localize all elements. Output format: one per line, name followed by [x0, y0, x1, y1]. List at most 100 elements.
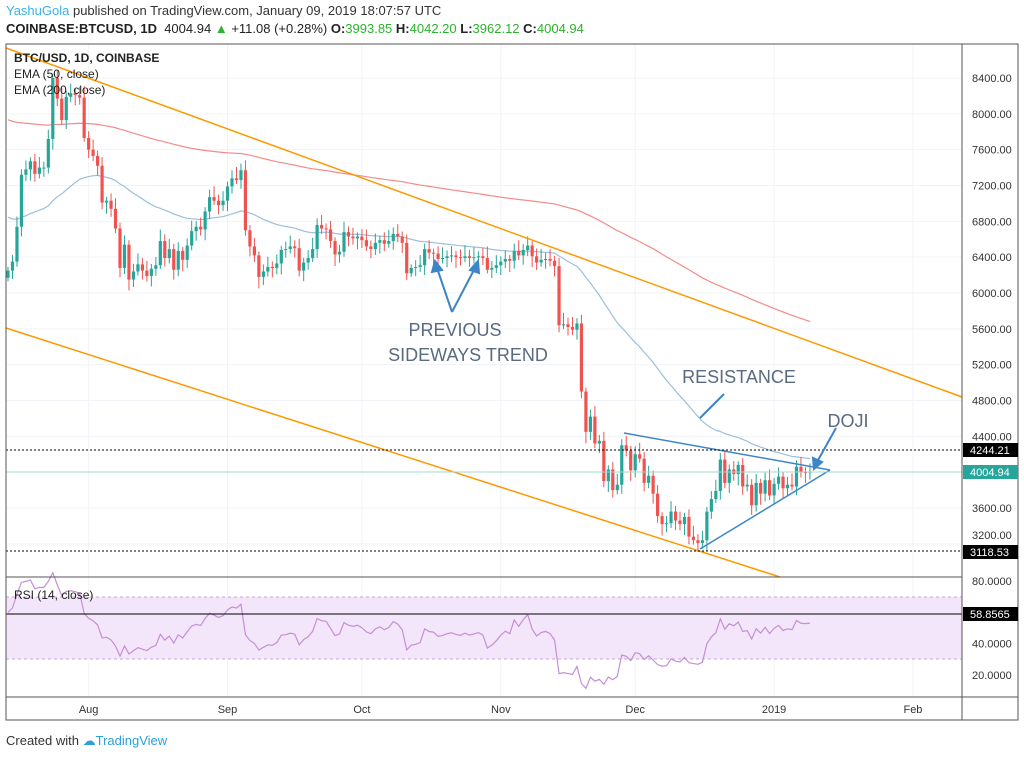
- candle[interactable]: [284, 241, 288, 258]
- candle[interactable]: [606, 465, 610, 493]
- candle[interactable]: [526, 236, 530, 257]
- candle[interactable]: [387, 229, 391, 248]
- candle[interactable]: [288, 235, 292, 254]
- candle[interactable]: [508, 255, 512, 273]
- ema50-line[interactable]: [7, 174, 810, 460]
- candle[interactable]: [373, 233, 377, 256]
- candle[interactable]: [270, 261, 274, 278]
- candle[interactable]: [794, 460, 799, 496]
- candle[interactable]: [566, 317, 570, 336]
- candle[interactable]: [194, 220, 198, 241]
- candle[interactable]: [185, 238, 189, 268]
- candle[interactable]: [561, 312, 566, 330]
- candle[interactable]: [396, 224, 400, 243]
- candle[interactable]: [42, 161, 46, 177]
- candle[interactable]: [136, 253, 140, 276]
- candle[interactable]: [552, 255, 557, 277]
- candle[interactable]: [104, 196, 109, 214]
- candle[interactable]: [535, 248, 539, 271]
- candle[interactable]: [73, 88, 77, 106]
- candle[interactable]: [499, 256, 503, 276]
- candle[interactable]: [302, 257, 306, 282]
- candle[interactable]: [266, 256, 270, 277]
- candle[interactable]: [279, 245, 283, 275]
- candle[interactable]: [306, 250, 310, 270]
- candle[interactable]: [584, 387, 588, 444]
- candle[interactable]: [768, 469, 772, 500]
- candle[interactable]: [709, 491, 713, 519]
- candle[interactable]: [369, 240, 373, 259]
- candle[interactable]: [82, 86, 86, 142]
- candle[interactable]: [458, 249, 463, 266]
- candle[interactable]: [427, 240, 431, 260]
- candle[interactable]: [548, 249, 552, 267]
- legend-ema50[interactable]: EMA (50, close): [14, 67, 99, 81]
- candle[interactable]: [337, 244, 342, 263]
- arrow-doji[interactable]: [816, 427, 837, 463]
- candle[interactable]: [391, 227, 395, 250]
- author-link[interactable]: YashuGola: [6, 3, 70, 18]
- candle[interactable]: [736, 461, 740, 486]
- candle[interactable]: [512, 243, 516, 269]
- candle[interactable]: [602, 431, 606, 488]
- candle[interactable]: [346, 226, 351, 247]
- candle[interactable]: [503, 250, 507, 269]
- candle[interactable]: [382, 232, 386, 252]
- candle[interactable]: [570, 316, 575, 335]
- candle[interactable]: [208, 189, 212, 220]
- candle[interactable]: [440, 247, 445, 264]
- candle[interactable]: [51, 73, 55, 150]
- candle[interactable]: [539, 248, 543, 267]
- candle[interactable]: [660, 512, 664, 536]
- candle[interactable]: [615, 473, 619, 495]
- candle[interactable]: [490, 261, 494, 279]
- candle[interactable]: [575, 318, 579, 340]
- triangle-lower-line[interactable]: [699, 469, 831, 550]
- candle[interactable]: [378, 235, 382, 254]
- candle[interactable]: [118, 222, 122, 278]
- candle[interactable]: [517, 240, 521, 261]
- legend-ema200[interactable]: EMA (200, close): [14, 83, 106, 97]
- legend-rsi[interactable]: RSI (14, close): [14, 588, 94, 602]
- candle[interactable]: [221, 191, 225, 211]
- candle[interactable]: [423, 243, 427, 275]
- candle[interactable]: [781, 472, 785, 499]
- candle[interactable]: [275, 254, 279, 275]
- arrow-sideways-right[interactable]: [451, 267, 476, 313]
- candle[interactable]: [190, 220, 194, 251]
- candle[interactable]: [100, 157, 104, 210]
- arrow-resistance[interactable]: [699, 393, 725, 419]
- candle[interactable]: [741, 457, 745, 495]
- candle[interactable]: [544, 252, 548, 269]
- candle[interactable]: [785, 476, 790, 496]
- candle[interactable]: [754, 474, 758, 512]
- candle[interactable]: [33, 153, 37, 182]
- candle[interactable]: [776, 467, 781, 490]
- candle[interactable]: [15, 216, 19, 267]
- candle[interactable]: [651, 470, 655, 504]
- candle[interactable]: [64, 90, 68, 129]
- candle[interactable]: [656, 485, 660, 523]
- candle[interactable]: [418, 255, 422, 273]
- candle[interactable]: [624, 435, 628, 457]
- candle[interactable]: [342, 221, 346, 257]
- candle[interactable]: [467, 249, 472, 267]
- arrow-sideways-left[interactable]: [436, 267, 453, 313]
- candle[interactable]: [803, 467, 808, 483]
- candle[interactable]: [790, 473, 794, 491]
- candle[interactable]: [405, 234, 409, 281]
- candle[interactable]: [530, 241, 534, 268]
- rsi-line[interactable]: [7, 571, 810, 690]
- channel-lower-line[interactable]: [5, 327, 781, 578]
- candle[interactable]: [620, 439, 624, 494]
- candle[interactable]: [360, 229, 364, 248]
- candle[interactable]: [759, 478, 763, 505]
- candle[interactable]: [320, 215, 324, 234]
- candle[interactable]: [261, 264, 265, 286]
- candle[interactable]: [333, 237, 337, 267]
- candle[interactable]: [472, 247, 476, 264]
- candle[interactable]: [225, 181, 230, 212]
- candle[interactable]: [167, 239, 171, 264]
- candle[interactable]: [69, 83, 73, 103]
- candle[interactable]: [234, 166, 239, 184]
